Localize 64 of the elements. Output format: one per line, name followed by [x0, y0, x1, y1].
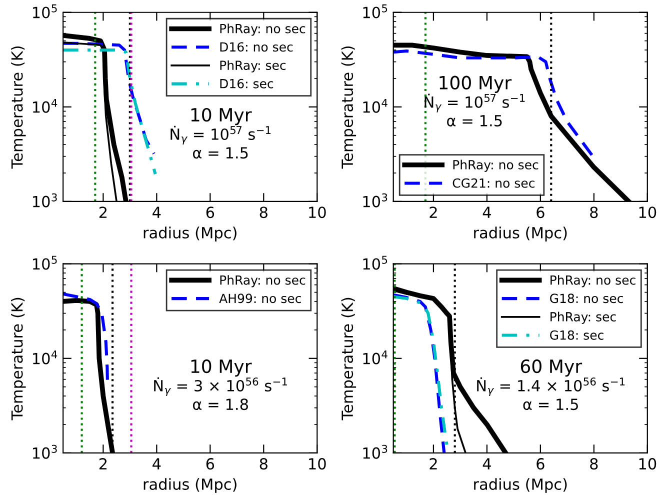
annotation: Ṅ$_{γ}$ = 10$^{57}$ s$^{−1}$ [424, 94, 525, 112]
x-tick-label: 8 [590, 458, 598, 470]
annotation: α = 1.8 [192, 398, 248, 410]
legend-label: G18: sec [550, 330, 604, 340]
legend-label: AH99: no sec [219, 294, 301, 304]
x-tick-label: 2 [430, 206, 437, 218]
annotation: 10 Myr [191, 359, 252, 377]
legend-label: PhRay: no sec [220, 24, 306, 36]
x-tick-label: 2 [430, 458, 437, 470]
x-tick-label: 10 [639, 206, 656, 218]
x-tick-label: 10 [639, 458, 656, 470]
x-tick-label: 10 [309, 206, 326, 218]
x-tick-label: 8 [260, 206, 268, 218]
x-tick-label: 6 [536, 206, 544, 218]
legend-label: PhRay: no sec [453, 160, 538, 172]
y-axis-title: Temperature (K) [11, 298, 26, 420]
x-tick-label: 8 [590, 206, 598, 218]
y-tick-label: 10$^{5}$ [363, 256, 388, 270]
y-tick-label: 10$^{5}$ [33, 256, 57, 270]
legend-label: PhRay: sec [220, 60, 286, 72]
legend-label: D16: sec [220, 78, 274, 88]
x-tick-label: 10 [309, 458, 326, 470]
annotation: 10 Myr [191, 108, 252, 126]
y-tick-label: 10$^{3}$ [33, 444, 57, 459]
x-tick-label: 4 [482, 458, 491, 470]
legend-label: G18: no sec [550, 294, 623, 304]
x-tick-label: 6 [206, 206, 214, 218]
y-axis-title: Temperature (K) [341, 298, 356, 420]
annotation: 100 Myr [440, 76, 512, 93]
x-tick-label: 8 [260, 458, 268, 470]
x-tick-label: 6 [206, 458, 214, 470]
y-tick-label: 10$^{4}$ [33, 98, 58, 113]
annotation: α = 1.5 [192, 147, 248, 159]
annotation: Ṅ$_{γ}$ = 3 × 10$^{56}$ s$^{−1}$ [154, 377, 288, 396]
legend-label: PhRay: no sec [220, 275, 306, 288]
legend-label: PhRay: sec [550, 312, 616, 324]
x-tick-label: 4 [482, 206, 491, 218]
y-tick-label: 10$^{5}$ [363, 4, 388, 18]
y-axis-title: Temperature (K) [11, 46, 26, 169]
y-tick-label: 10$^{5}$ [33, 4, 57, 18]
x-tick-label: 6 [536, 458, 544, 470]
x-tick-label: 4 [152, 206, 161, 218]
annotation: α = 1.5 [447, 115, 502, 126]
legend-label: PhRay: no sec [550, 275, 636, 288]
y-tick-label: 10$^{3}$ [363, 193, 388, 208]
legend-label: CG21: no sec [452, 178, 534, 188]
legend-label: D16: no sec [220, 42, 293, 52]
x-axis-title: radius (Mpc) [144, 478, 236, 493]
x-axis-title: radius (Mpc) [474, 478, 567, 493]
annotation: 60 Myr [520, 359, 582, 377]
annotation: α = 1.5 [523, 398, 578, 410]
x-axis-title: radius (Mpc) [474, 226, 567, 242]
y-axis-title: Temperature (K) [341, 46, 356, 169]
x-axis-title: radius (Mpc) [144, 226, 236, 242]
y-tick-label: 10$^{4}$ [33, 350, 58, 364]
x-tick-label: 4 [152, 458, 161, 470]
y-tick-label: 10$^{4}$ [363, 98, 388, 113]
y-tick-label: 10$^{3}$ [363, 444, 388, 459]
y-tick-label: 10$^{3}$ [33, 193, 57, 208]
annotation: Ṅ$_{γ}$ = 10$^{57}$ s$^{−1}$ [170, 126, 271, 145]
x-tick-label: 2 [99, 458, 107, 470]
x-tick-label: 2 [99, 206, 107, 218]
annotation: Ṅ$_{γ}$ = 1.4 × 10$^{56}$ s$^{−1}$ [477, 377, 625, 396]
y-tick-label: 10$^{4}$ [363, 350, 388, 364]
